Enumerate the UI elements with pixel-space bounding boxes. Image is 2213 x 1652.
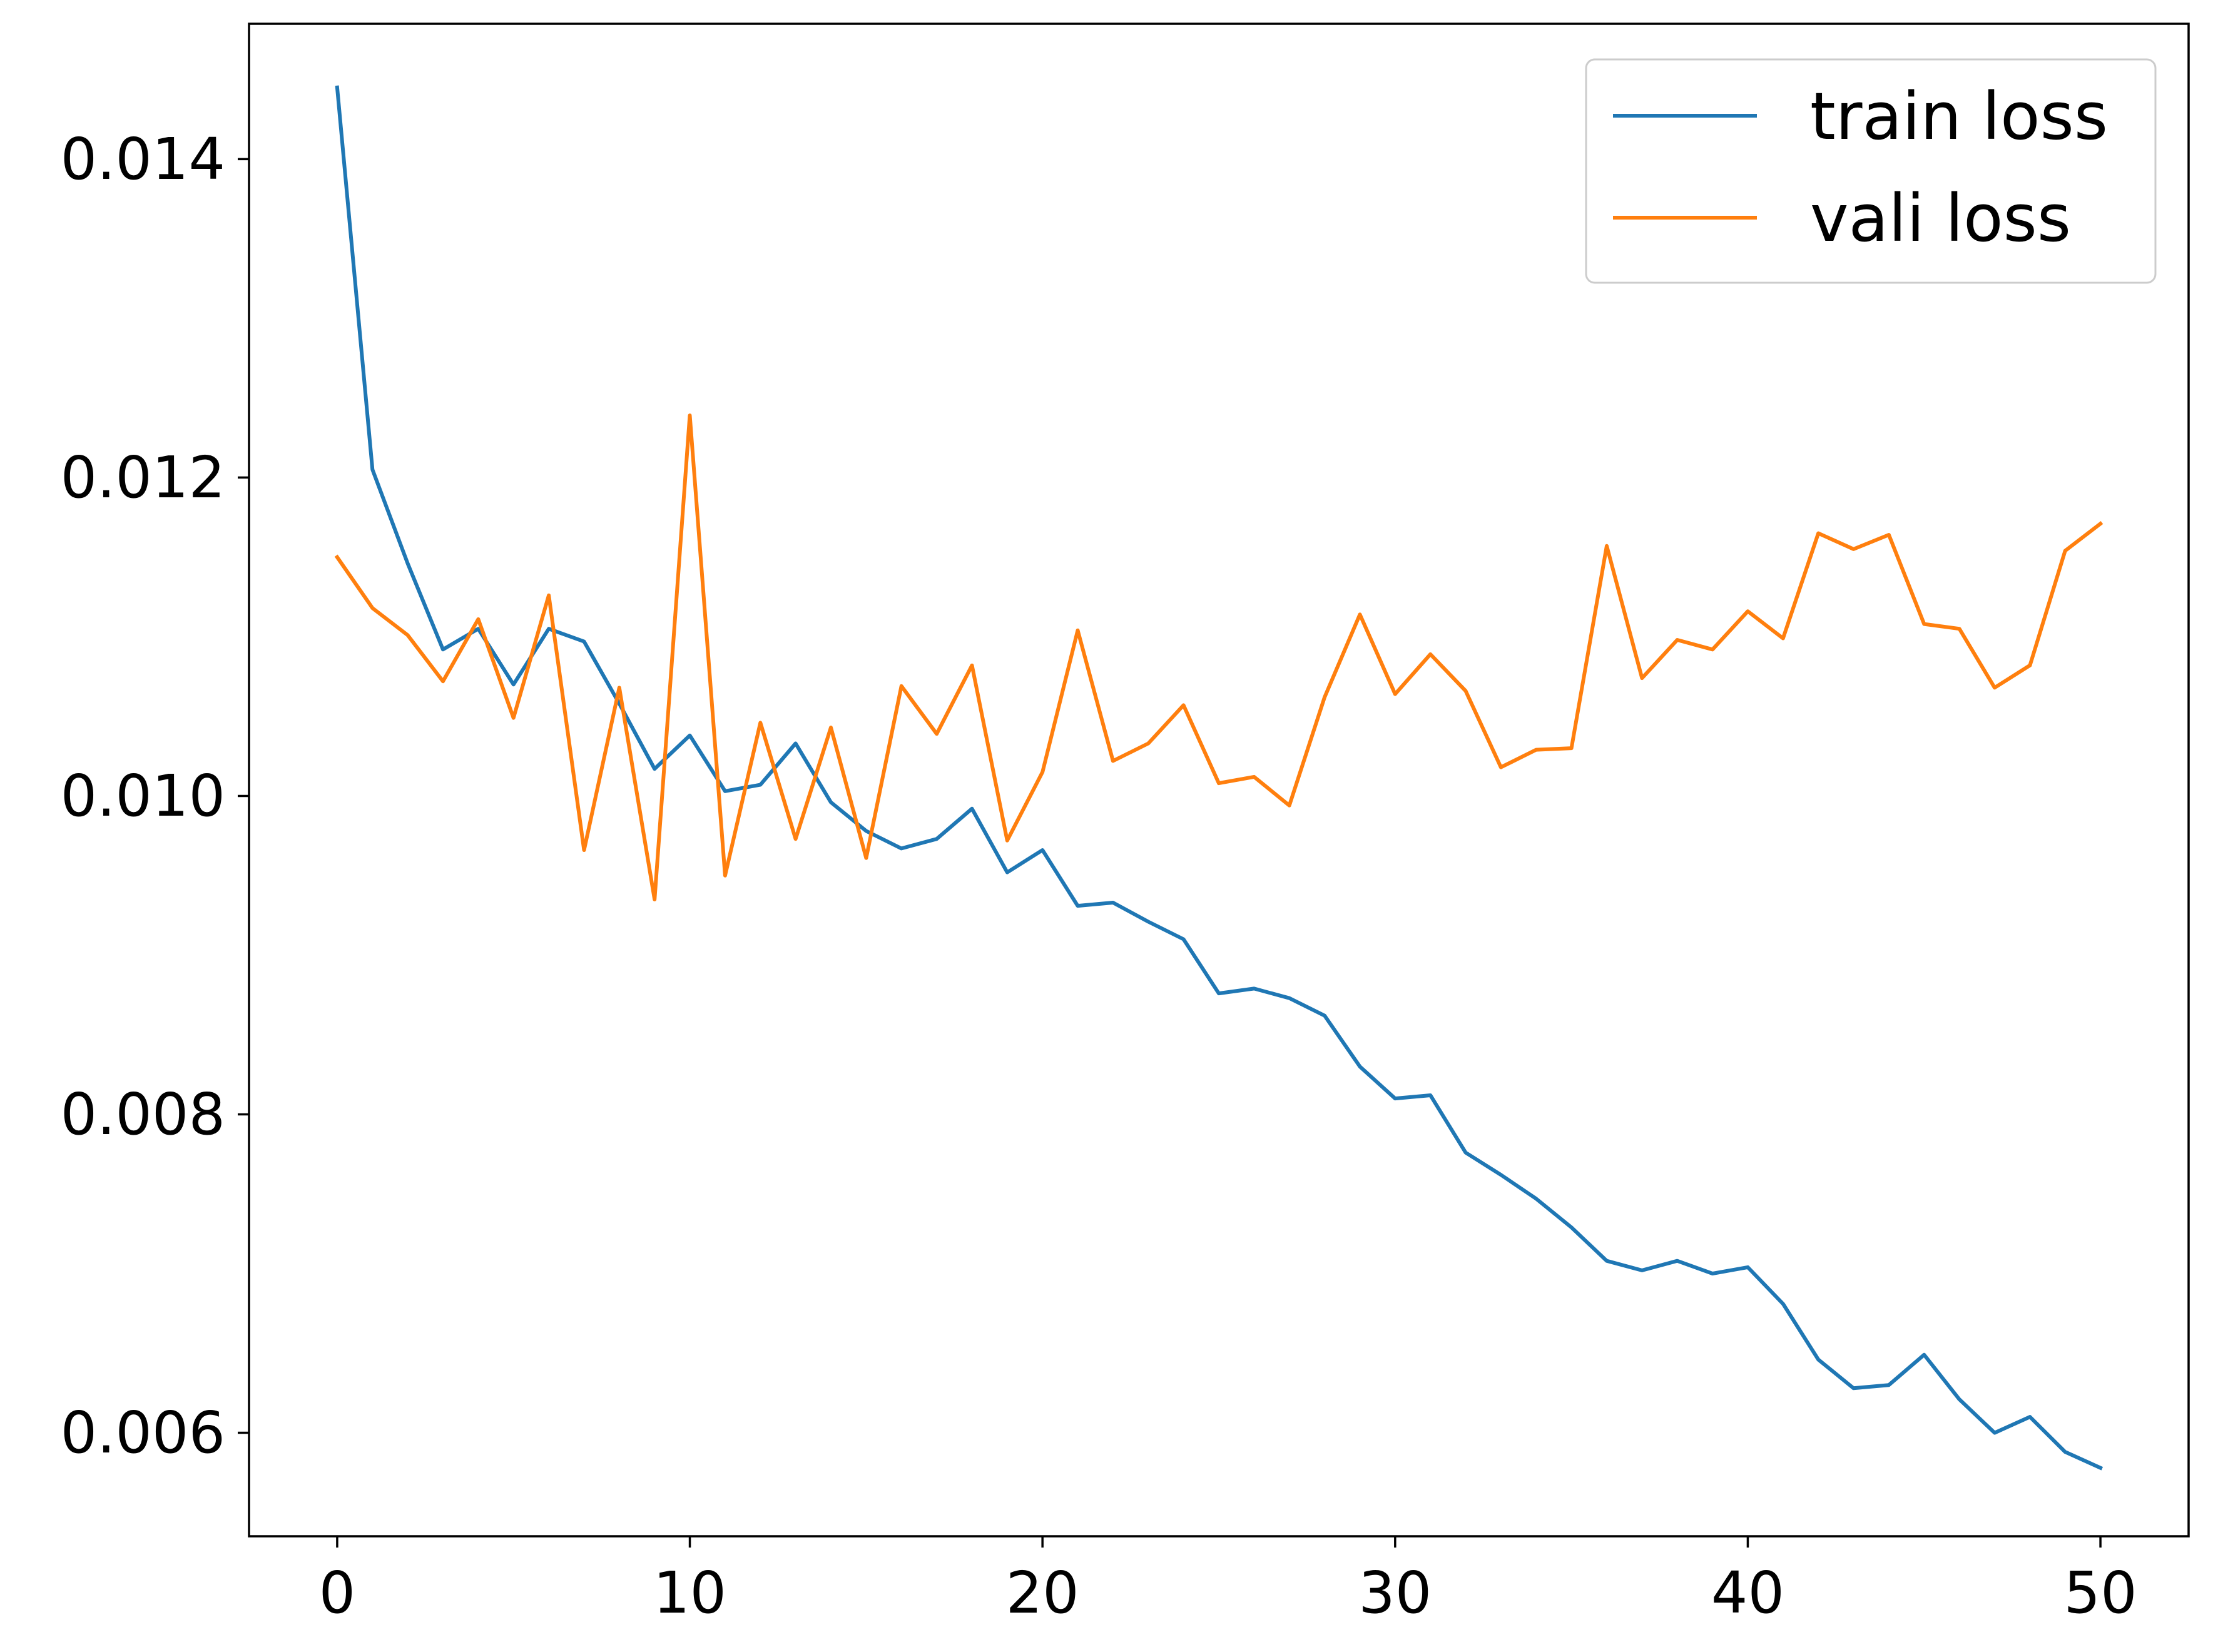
y-tick-label: 0.012: [61, 444, 225, 511]
x-tick-label: 30: [1358, 1559, 1432, 1626]
x-tick-label: 40: [1711, 1559, 1784, 1626]
legend-label-vali-loss: vali loss: [1810, 180, 2071, 256]
x-tick-label: 0: [319, 1559, 356, 1626]
x-axis-ticks: 0 10 20 30 40 50: [319, 1536, 2137, 1626]
y-axis-ticks: 0.006 0.008 0.010 0.012 0.014: [61, 126, 249, 1466]
y-tick-label: 0.014: [61, 126, 225, 193]
legend-label-train-loss: train loss: [1810, 78, 2108, 155]
series-line-vali-loss: [334, 413, 2104, 901]
x-tick-label: 10: [653, 1559, 726, 1626]
plot-frame: [248, 23, 2190, 1538]
x-tick-label: 20: [1006, 1559, 1079, 1626]
series-lines: [334, 85, 2104, 1471]
y-tick-label: 0.008: [61, 1081, 225, 1148]
y-tick-label: 0.006: [61, 1399, 225, 1466]
legend: train loss vali loss: [1585, 58, 2157, 284]
x-tick-label: 50: [2064, 1559, 2137, 1626]
y-tick-label: 0.010: [61, 763, 225, 829]
series-line-train-loss: [335, 85, 2104, 1471]
